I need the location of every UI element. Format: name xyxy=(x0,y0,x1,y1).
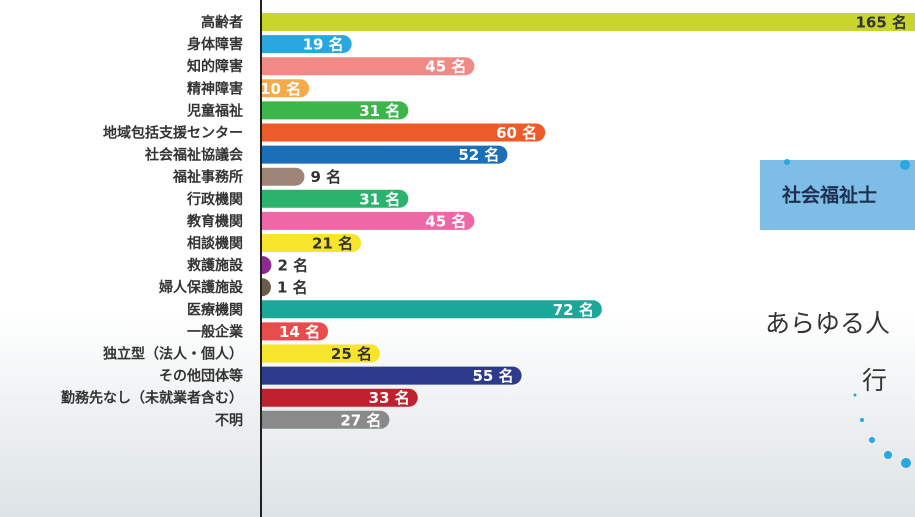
category-label: 独立型（法人・個人） xyxy=(103,346,243,363)
category-label: 身体障害 xyxy=(187,36,243,53)
caption-line: 行 xyxy=(862,366,887,395)
bar xyxy=(262,300,602,318)
category-label: 福祉事務所 xyxy=(172,169,243,186)
value-label: 1 名 xyxy=(277,279,308,297)
value-label: 45 名 xyxy=(425,212,466,230)
value-label: 9 名 xyxy=(310,168,341,186)
background xyxy=(0,0,915,517)
value-label: 72 名 xyxy=(553,301,594,319)
dot xyxy=(901,458,911,468)
category-label: 救護施設 xyxy=(187,257,244,274)
value-label: 2 名 xyxy=(277,257,308,275)
category-label: 相談機関 xyxy=(187,235,243,252)
category-label: 地域包括支援センター xyxy=(103,125,243,142)
category-label: その他団体等 xyxy=(159,368,243,385)
dot xyxy=(869,437,875,443)
value-label: 33 名 xyxy=(369,389,410,407)
category-label: 勤務先なし（未就業者含む） xyxy=(61,390,243,407)
value-label: 55 名 xyxy=(472,367,513,385)
category-label: 一般企業 xyxy=(187,323,244,340)
dot xyxy=(784,159,790,165)
category-label: 精神障害 xyxy=(187,80,243,97)
chart: 社会福祉士 あらゆる人 行 高齢者165 名身体障害19 名知的障害45 名精神… xyxy=(0,0,915,517)
value-label: 19 名 xyxy=(303,36,344,54)
value-label: 10 名 xyxy=(260,80,301,98)
dot xyxy=(884,451,892,459)
value-label: 165 名 xyxy=(855,14,907,32)
category-label: 社会福祉協議会 xyxy=(144,147,244,164)
value-label: 31 名 xyxy=(359,190,400,208)
value-label: 31 名 xyxy=(359,102,400,120)
dot xyxy=(860,418,864,422)
value-label: 27 名 xyxy=(340,411,381,429)
value-label: 25 名 xyxy=(331,345,372,363)
category-label: 高齢者 xyxy=(201,14,243,31)
value-label: 14 名 xyxy=(279,323,320,341)
category-label: 不明 xyxy=(215,413,243,429)
dot xyxy=(854,394,857,397)
category-label: 医療機関 xyxy=(187,301,243,318)
category-label: 知的障害 xyxy=(187,58,243,75)
value-label: 45 名 xyxy=(425,58,466,76)
bar xyxy=(262,168,304,186)
value-label: 52 名 xyxy=(458,146,499,164)
caption-line: あらゆる人 xyxy=(765,309,890,338)
value-label: 60 名 xyxy=(496,124,537,142)
banner-label: 社会福祉士 xyxy=(781,184,877,207)
category-label: 婦人保護施設 xyxy=(158,279,244,296)
category-label: 児童福祉 xyxy=(186,102,243,119)
dot xyxy=(900,160,910,170)
value-label: 21 名 xyxy=(312,235,353,253)
bar xyxy=(262,13,915,31)
category-label: 行政機関 xyxy=(186,191,243,208)
category-label: 教育機関 xyxy=(187,213,243,230)
